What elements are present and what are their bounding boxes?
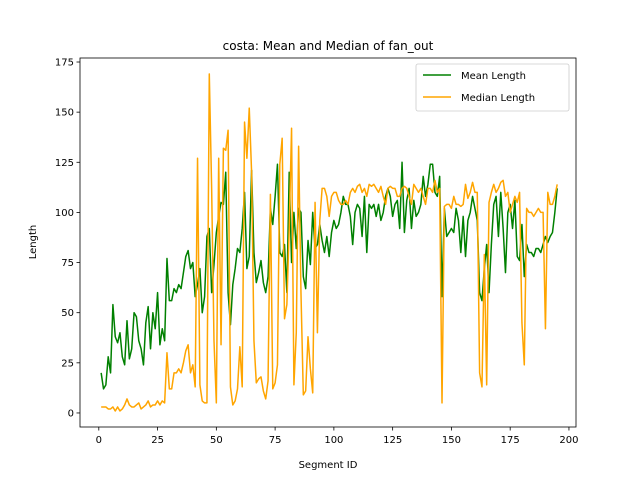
plot-frame xyxy=(79,57,577,428)
x-axis-label: Segment ID xyxy=(299,460,358,471)
x-tick-label: 175 xyxy=(501,435,520,446)
legend-label-mean: Mean Length xyxy=(461,71,526,82)
legend: Mean Length Median Length xyxy=(415,63,570,112)
x-axis-ticks: 0 25 50 75 100 125 150 175 200 xyxy=(96,427,578,446)
x-tick-label: 100 xyxy=(324,435,343,446)
series-line-mean xyxy=(100,161,558,390)
x-tick-label: 150 xyxy=(442,435,461,446)
x-tick-label: 0 xyxy=(96,435,102,446)
y-tick-label: 150 xyxy=(55,108,74,119)
y-tick-label: 75 xyxy=(61,258,74,269)
series-line-median xyxy=(101,73,558,412)
chart-title: costa: Mean and Median of fan_out xyxy=(223,39,434,53)
y-tick-label: 25 xyxy=(61,358,74,369)
y-tick-label: 100 xyxy=(55,208,74,219)
y-tick-label: 175 xyxy=(55,58,74,69)
x-tick-label: 50 xyxy=(210,435,223,446)
x-tick-label: 25 xyxy=(151,435,164,446)
legend-box xyxy=(415,63,570,112)
x-tick-label: 200 xyxy=(559,435,578,446)
plot-lines xyxy=(100,73,558,412)
y-tick-label: 125 xyxy=(55,158,74,169)
y-axis-label: Length xyxy=(28,225,39,260)
y-tick-label: 0 xyxy=(68,408,74,419)
legend-label-median: Median Length xyxy=(461,93,535,104)
y-tick-label: 50 xyxy=(61,308,74,319)
x-tick-label: 75 xyxy=(269,435,282,446)
y-axis-ticks: 0 25 50 75 100 125 150 175 xyxy=(55,58,80,419)
x-tick-label: 125 xyxy=(383,435,402,446)
